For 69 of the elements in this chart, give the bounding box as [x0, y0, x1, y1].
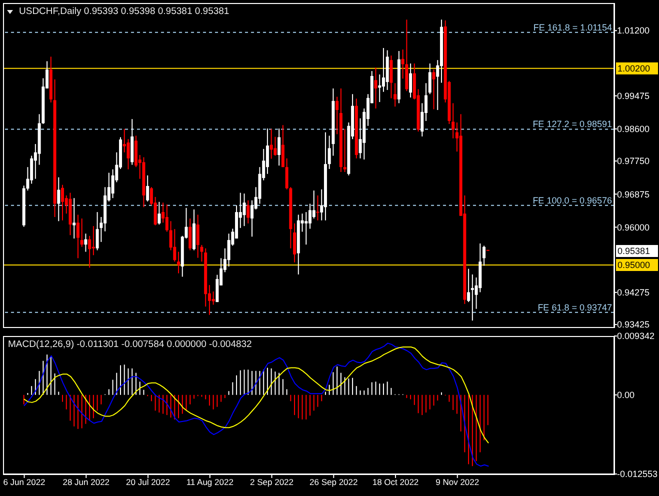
y-tick-label: 0.96875: [617, 189, 650, 200]
candlestick: [57, 176, 60, 222]
y-tick-label: 0.97750: [617, 156, 650, 166]
candlestick: [343, 128, 346, 172]
candlestick: [428, 62, 432, 95]
candlestick: [374, 67, 378, 109]
candlestick: [452, 102, 455, 139]
candlestick: [278, 128, 281, 166]
candlestick: [394, 82, 397, 108]
chart-title: MACD(12,26,9) -0.011301 -0.007584 0.000000 -0.004832: [8, 339, 252, 350]
y-tick-label: 0.00: [617, 390, 635, 400]
candlestick: [246, 200, 250, 224]
ref-line-label: FE 161.8 = 1.01154: [533, 22, 612, 32]
y-tick-label: 1.01200: [617, 26, 650, 36]
x-tick-label: 11 Aug 2022: [186, 477, 234, 488]
candlestick: [212, 290, 215, 306]
candlestick: [96, 212, 99, 251]
ref-line-label: FE 100.0 = 0.96576: [532, 195, 612, 206]
x-tick-label: 6 Jun 2022: [3, 477, 46, 488]
ref-line-label: FE 61.8 = 0.93747: [538, 302, 612, 312]
candlestick: [177, 251, 180, 274]
candlestick: [270, 128, 273, 160]
y-tick-label: 0.96000: [617, 222, 650, 232]
y-tick-label: 0.98600: [617, 124, 650, 134]
candlestick: [188, 218, 192, 251]
candlestick: [84, 233, 88, 252]
candlestick: [336, 96, 339, 135]
x-tick-label: 9 Nov 2022: [436, 477, 480, 488]
candlestick: [72, 198, 76, 240]
x-tick-label: 28 Jun 2022: [62, 477, 110, 488]
candlestick: [158, 201, 161, 226]
candlestick: [382, 47, 385, 92]
candlestick: [30, 155, 34, 184]
chart-title: USDCHF,Daily 0.95393 0.95398 0.95381 0.95381: [19, 6, 230, 17]
candlestick: [304, 212, 308, 246]
candlestick: [409, 62, 412, 98]
candlestick: [293, 222, 296, 263]
candlestick: [470, 274, 474, 322]
candlestick: [281, 124, 284, 168]
y-tick-label: 0.94275: [617, 288, 650, 298]
candlestick: [61, 184, 64, 221]
candlestick: [250, 200, 254, 238]
ref-line-label: 1.00200: [618, 64, 650, 74]
candlestick: [92, 226, 95, 256]
candlestick: [432, 69, 436, 110]
y-tick-label: 0.009342: [617, 331, 655, 342]
y-tick-label: 0.93425: [617, 320, 650, 330]
y-tick-label: -0.012553: [617, 469, 658, 480]
ref-line-label: FE 127.2 = 0.98591: [532, 119, 612, 130]
candlestick: [80, 218, 84, 248]
candlestick: [316, 194, 320, 221]
candlestick: [242, 193, 246, 227]
candlestick: [146, 174, 150, 202]
ref-line-label: 0.95000: [618, 260, 650, 270]
candlestick: [482, 245, 486, 266]
candlestick: [76, 214, 80, 259]
x-tick-label: 20 Jul 2022: [126, 477, 170, 488]
x-tick-label: 26 Sep 2022: [310, 477, 358, 488]
candlestick: [308, 203, 312, 230]
candlestick: [266, 128, 269, 174]
y-tick-label: 0.99475: [617, 90, 650, 101]
text: 0.95381: [616, 244, 658, 257]
candlestick: [88, 235, 92, 268]
candlestick: [390, 55, 393, 99]
candlestick: [196, 214, 200, 258]
x-tick-label: 18 Oct 2022: [372, 477, 419, 488]
candlestick: [165, 204, 168, 232]
x-tick-label: 2 Sep 2022: [250, 477, 294, 488]
candlestick: [467, 268, 470, 303]
